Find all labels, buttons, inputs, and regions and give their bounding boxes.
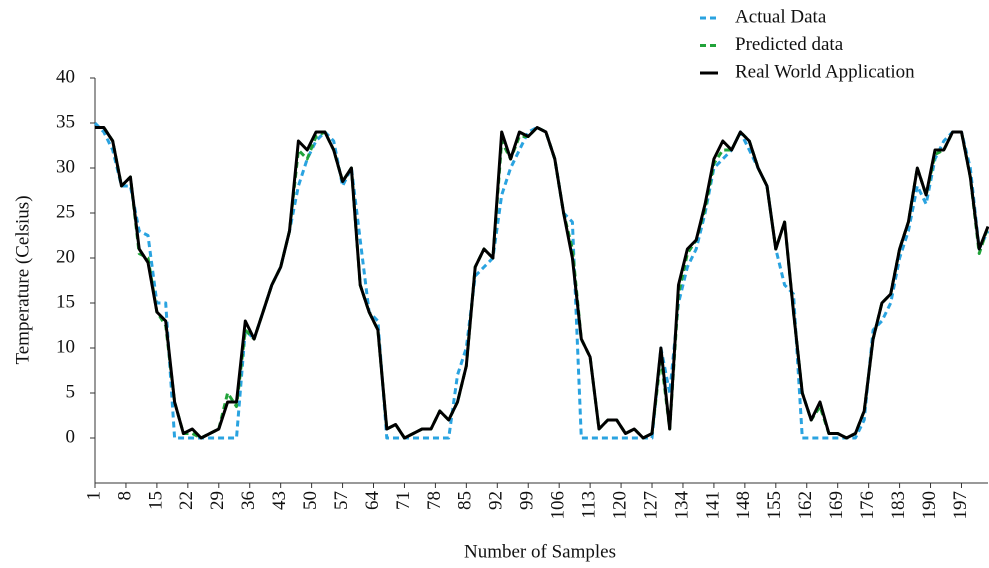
x-tick-label: 99 bbox=[517, 491, 538, 510]
x-tick-label: 106 bbox=[548, 491, 569, 520]
legend-label: Real World Application bbox=[735, 61, 915, 82]
y-tick-label: 0 bbox=[66, 426, 76, 447]
x-tick-label: 8 bbox=[114, 491, 135, 501]
y-tick-label: 20 bbox=[56, 246, 75, 267]
x-tick-label: 15 bbox=[145, 491, 166, 510]
x-tick-label: 71 bbox=[393, 491, 414, 510]
x-axis-label: Number of Samples bbox=[464, 541, 616, 562]
x-tick-label: 197 bbox=[950, 491, 971, 520]
legend-label: Predicted data bbox=[735, 34, 844, 55]
y-tick-label: 10 bbox=[56, 336, 75, 357]
y-tick-label: 35 bbox=[56, 111, 75, 132]
x-tick-label: 169 bbox=[826, 491, 847, 520]
x-tick-label: 134 bbox=[671, 491, 692, 520]
x-tick-label: 29 bbox=[207, 491, 228, 510]
x-tick-label: 141 bbox=[702, 491, 723, 520]
x-tick-label: 176 bbox=[857, 491, 878, 520]
x-tick-label: 85 bbox=[455, 491, 476, 510]
x-tick-label: 78 bbox=[424, 491, 445, 510]
x-tick-label: 127 bbox=[640, 491, 661, 520]
y-tick-label: 30 bbox=[56, 156, 75, 177]
x-tick-label: 22 bbox=[176, 491, 197, 510]
x-tick-label: 92 bbox=[486, 491, 507, 510]
x-tick-label: 1 bbox=[83, 491, 104, 501]
x-tick-label: 162 bbox=[795, 491, 816, 520]
x-tick-label: 36 bbox=[238, 491, 259, 510]
y-tick-label: 15 bbox=[56, 291, 75, 312]
y-tick-label: 5 bbox=[66, 381, 76, 402]
x-tick-label: 120 bbox=[609, 491, 630, 520]
series-line bbox=[95, 126, 989, 440]
x-tick-label: 155 bbox=[764, 491, 785, 520]
x-tick-label: 43 bbox=[269, 491, 290, 510]
x-tick-label: 148 bbox=[733, 491, 754, 520]
x-tick-label: 50 bbox=[300, 491, 321, 510]
x-tick-label: 183 bbox=[888, 491, 909, 520]
legend-label: Actual Data bbox=[735, 6, 827, 27]
series-line bbox=[95, 126, 989, 440]
x-tick-label: 190 bbox=[919, 491, 940, 520]
x-tick-label: 64 bbox=[362, 491, 383, 511]
x-tick-label: 113 bbox=[578, 491, 599, 519]
series-line bbox=[93, 121, 989, 440]
y-tick-label: 25 bbox=[56, 201, 75, 222]
x-tick-label: 57 bbox=[331, 491, 352, 510]
y-tick-label: 40 bbox=[56, 66, 75, 87]
y-axis-label: Temperature (Celsius) bbox=[12, 195, 33, 364]
